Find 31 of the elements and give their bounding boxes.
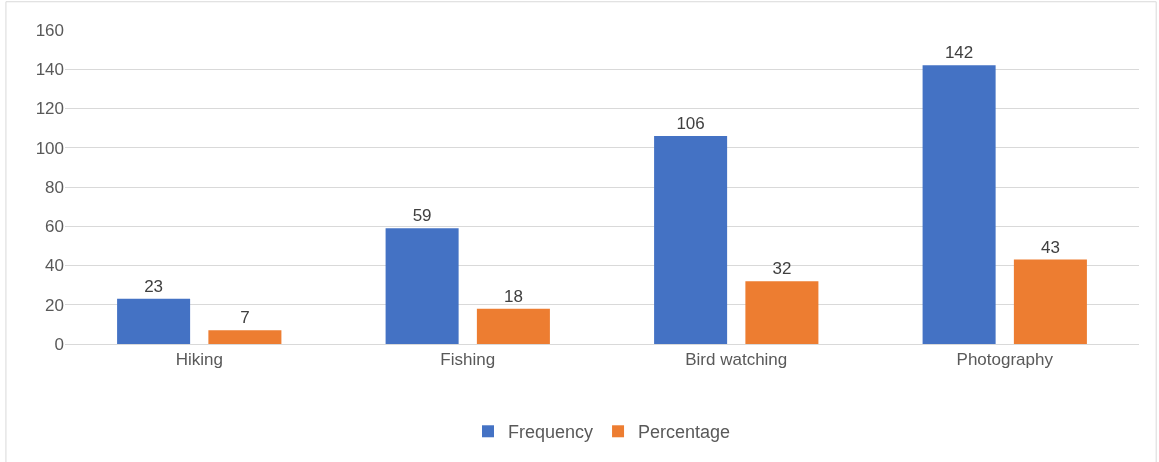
bar [922,65,996,344]
bar [117,298,191,344]
legend-label: Frequency [508,422,594,443]
bar [208,330,282,344]
legend-label: Percentage [638,422,731,443]
y-tick-label: 140 [35,60,64,80]
data-label: 7 [240,308,250,328]
x-tick-label: Hiking [175,350,223,370]
y-tick-label: 40 [45,256,64,276]
bar [476,308,550,344]
x-tick-label: Fishing [440,350,496,370]
y-tick-label: 0 [54,334,64,354]
y-tick-label: 20 [45,295,64,315]
data-label: 23 [144,276,164,296]
data-label: 32 [772,259,792,279]
x-tick-label: Photography [956,350,1054,370]
bar [654,135,728,344]
bar [745,281,819,344]
data-label: 59 [412,206,432,226]
data-label: 106 [676,113,705,133]
x-tick-label: Bird watching [685,350,788,370]
y-tick-label: 80 [45,177,64,197]
data-label: 18 [503,286,523,306]
data-label: 142 [944,43,974,63]
y-tick-label: 120 [35,99,64,119]
y-tick-label: 100 [35,138,64,158]
y-tick-label: 60 [45,217,64,237]
bar [385,228,459,344]
data-label: 43 [1040,237,1060,257]
y-tick-label: 160 [35,20,64,40]
bar [1013,259,1087,344]
